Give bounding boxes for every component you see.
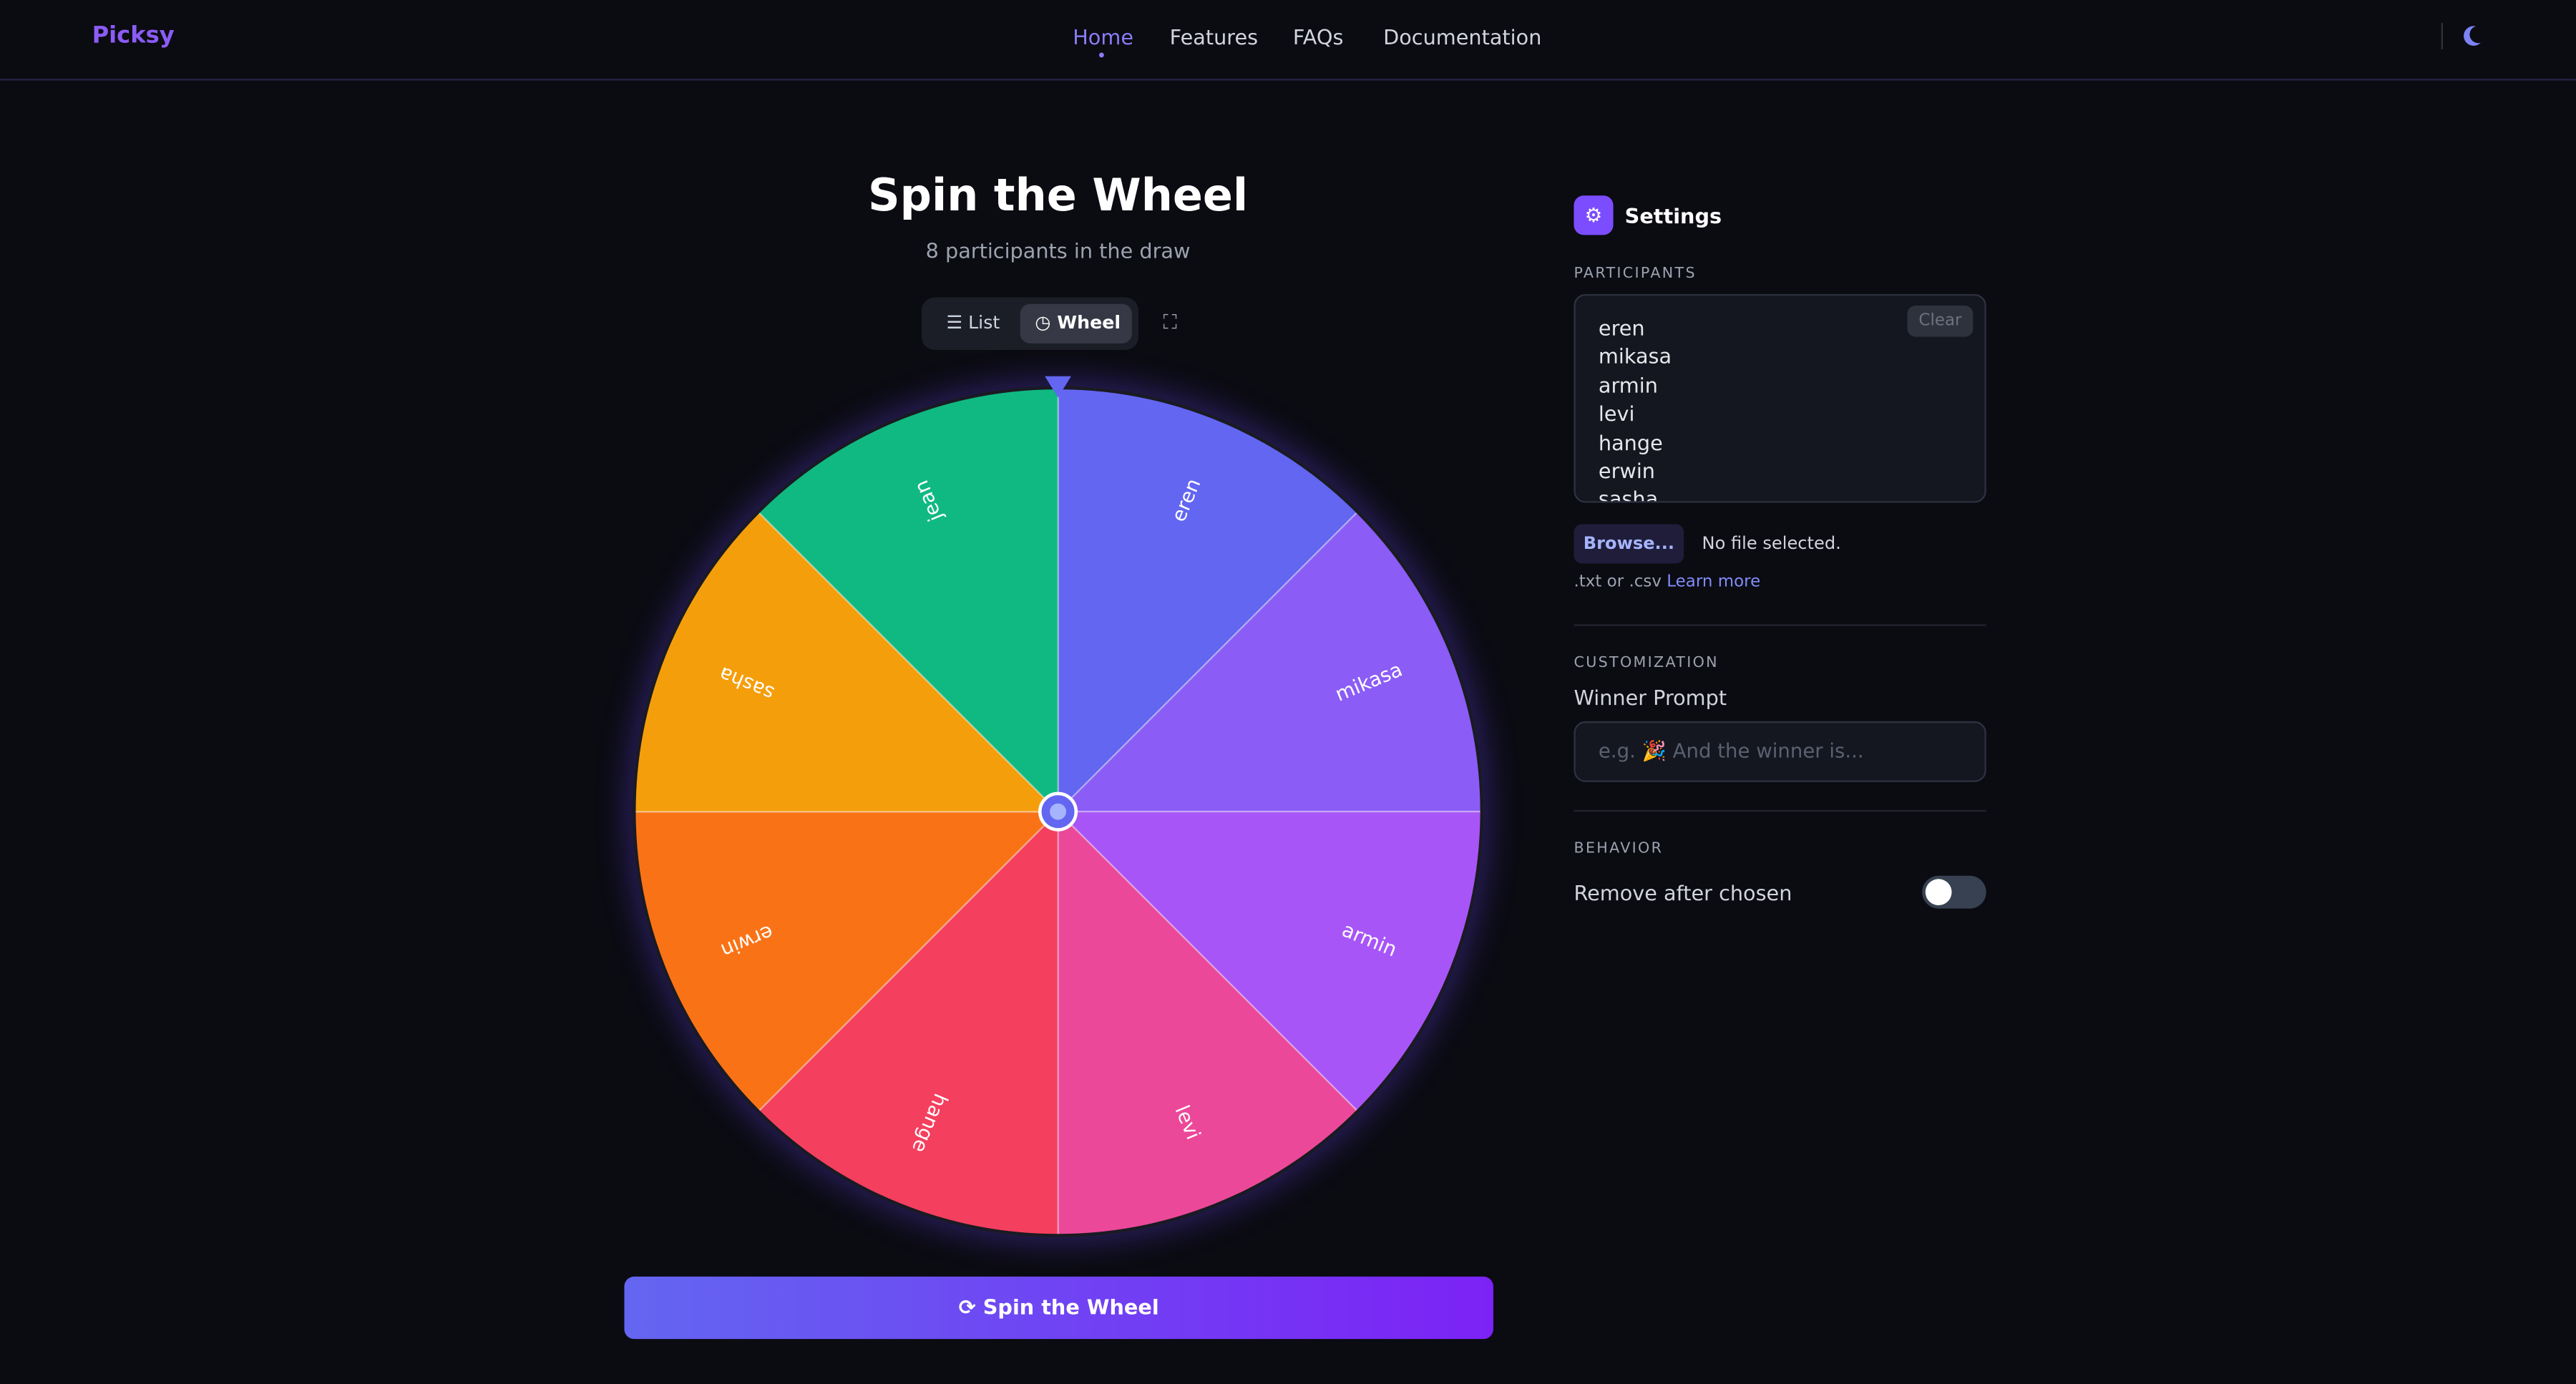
participant-line: levi (1598, 401, 1635, 427)
settings-title: Settings (1624, 203, 1722, 229)
theme-toggle[interactable] (2458, 23, 2484, 49)
toggle-active (1020, 303, 1132, 343)
hint: .txt or .csv (1574, 573, 1662, 592)
active-dot (1098, 52, 1104, 58)
participant-line: armin (1598, 372, 1658, 398)
toggle-knob (1925, 879, 1952, 906)
file-hint: .txt or .csv Learn more (1574, 573, 1760, 591)
brand[interactable]: Picksy (92, 23, 175, 49)
participant-line: hange (1598, 429, 1663, 455)
separator (1574, 809, 1986, 812)
fullscreen-button[interactable]: ⛶ (1163, 310, 1177, 334)
label: List (968, 312, 1000, 334)
section-heading: PARTICIPANTS (1574, 265, 1697, 283)
label: Wheel (1057, 312, 1121, 334)
winner-prompt-input[interactable] (1574, 721, 1986, 782)
browse-button[interactable]: Browse... (1574, 524, 1684, 564)
nav-link[interactable]: Documentation (1383, 24, 1542, 49)
participant-line: eren (1598, 315, 1645, 341)
clear-button[interactable]: Clear (1907, 306, 1974, 337)
learn-more-link[interactable]: Learn more (1667, 573, 1761, 592)
wheel-button[interactable]: ◷ Wheel (1035, 312, 1121, 334)
section-heading: CUSTOMIZATION (1574, 656, 1719, 673)
title: Spin the Wheel (867, 170, 1249, 222)
hub-center (1050, 803, 1067, 820)
participant-line: sasha (1598, 487, 1659, 503)
section-heading: BEHAVIOR (1574, 841, 1664, 858)
divider (2441, 23, 2444, 49)
field-label: Winner Prompt (1574, 685, 1727, 710)
label: Spin the Wheel (982, 1295, 1159, 1320)
participant-line: mikasa (1598, 343, 1672, 369)
toggle-label: Remove after chosen (1574, 880, 1792, 906)
settings-icon: ⚙ (1574, 195, 1614, 235)
participant-line: erwin (1598, 458, 1656, 483)
separator (1574, 624, 1986, 626)
subtitle: 8 participants in the draw (925, 238, 1191, 263)
pointer (1045, 376, 1071, 398)
list-button[interactable]: ☰ List (946, 312, 1000, 334)
nav-link[interactable]: FAQs (1292, 24, 1344, 49)
nav-link[interactable]: Home (1073, 24, 1133, 49)
header (0, 0, 2576, 81)
placeholder: e.g. 🎉 And the winner is... (1598, 739, 1864, 763)
remove-toggle[interactable] (1922, 875, 1986, 909)
file-status: No file selected. (1702, 534, 1841, 554)
spin-button[interactable]: ⟳ Spin the Wheel (624, 1276, 1493, 1340)
nav-link[interactable]: Features (1169, 24, 1259, 49)
